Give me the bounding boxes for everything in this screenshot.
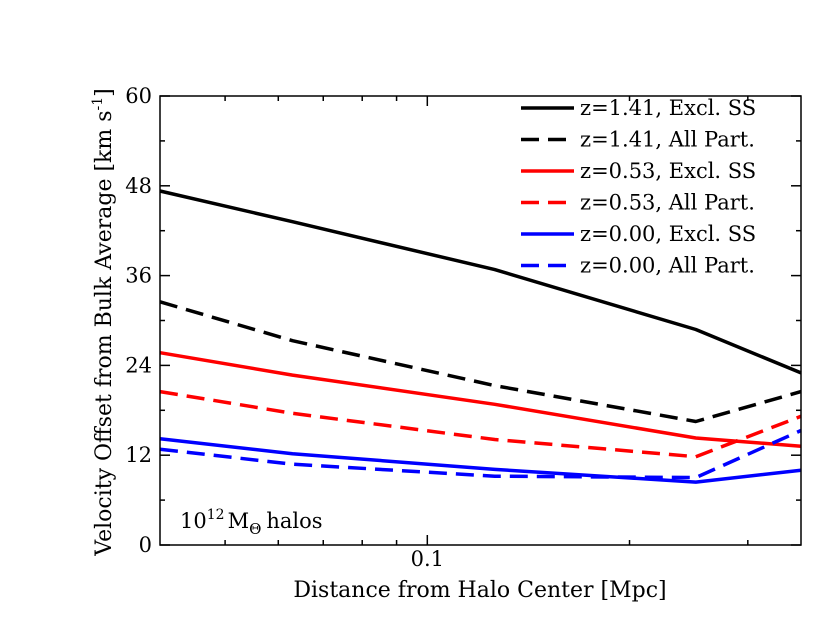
- plot-lines: [159, 189, 802, 484]
- series-line-1: [159, 189, 802, 375]
- y-tick-label: 60: [125, 84, 152, 108]
- legend-label-6: z=0.00, All Part.: [580, 254, 755, 278]
- annotation-tail: halos: [266, 509, 322, 533]
- y-axis-label: Velocity Offset from Bulk Average [km s-…: [90, 88, 117, 557]
- annotation-sup: 12: [207, 507, 225, 523]
- y-axis-label-main: Velocity Offset from Bulk Average [km s: [92, 110, 117, 556]
- y-tick-label: 24: [125, 353, 152, 377]
- series-line-2: [159, 300, 802, 424]
- annotation-base: 10: [180, 509, 207, 533]
- series-line-4: [159, 389, 802, 459]
- x-axis-label: Distance from Halo Center [Mpc]: [293, 578, 666, 603]
- y-axis-label-sup: -1: [90, 97, 106, 111]
- x-tick-label: 0.1: [411, 547, 444, 571]
- legend-label-2: z=1.41, All Part.: [580, 128, 755, 152]
- y-tick-label: 36: [125, 264, 152, 288]
- legend-label-3: z=0.53, Excl. SS: [580, 159, 756, 183]
- legend-label-4: z=0.53, All Part.: [580, 191, 755, 215]
- y-tick-label: 0: [139, 533, 152, 557]
- annotation-sub: Θ: [249, 520, 261, 538]
- series-line-3: [159, 350, 802, 448]
- y-axis-label-tail: ]: [92, 88, 117, 97]
- annotation-mass: M: [228, 509, 250, 533]
- y-tick-label: 12: [125, 443, 152, 467]
- axis-ticks: 0 12 24 36 48 60 0.1: [125, 84, 801, 571]
- legend-label-5: z=0.00, Excl. SS: [580, 222, 756, 246]
- annotation: 1012 MΘ halos: [180, 507, 323, 538]
- y-tick-label: 48: [125, 174, 152, 198]
- legend: z=1.41, Excl. SS z=1.41, All Part. z=0.53,…: [521, 96, 756, 278]
- legend-label-1: z=1.41, Excl. SS: [580, 96, 756, 120]
- series-line-5: [159, 436, 802, 484]
- series-line-6: [159, 428, 802, 480]
